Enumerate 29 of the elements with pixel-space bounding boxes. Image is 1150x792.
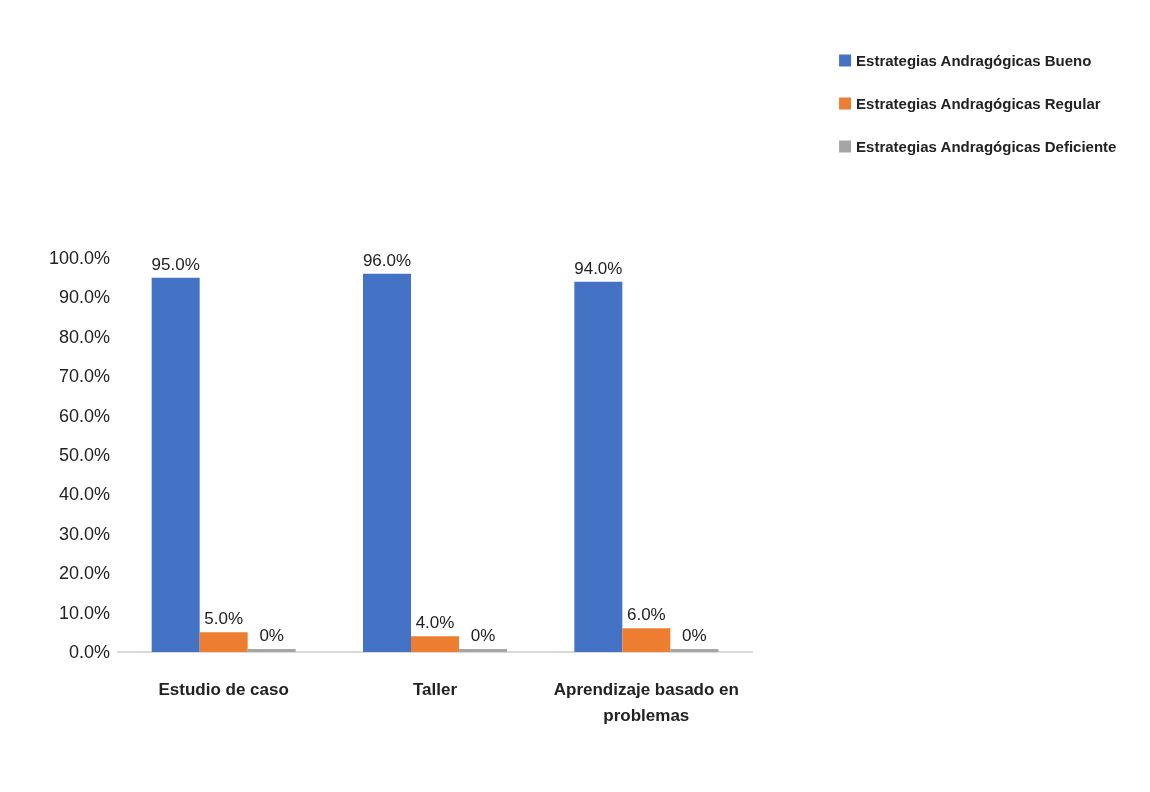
y-tick-label: 30.0% <box>58 523 110 544</box>
x-tick-label: Estudio de caso <box>158 679 289 699</box>
y-tick-label: 80.0% <box>58 326 110 347</box>
y-tick-label: 50.0% <box>58 445 110 465</box>
bar <box>363 273 411 652</box>
data-label: 5.0% <box>204 609 244 629</box>
bar <box>151 277 200 652</box>
legend-label: Estrategias Andragógicas Regular <box>856 95 1101 112</box>
data-label: 96.0% <box>362 250 412 270</box>
data-label: 0% <box>682 626 707 645</box>
y-tick-label: 60.0% <box>58 405 110 426</box>
x-tick-label: Aprendizaje basado en problemas <box>553 679 739 725</box>
data-label: 94.0% <box>574 258 623 278</box>
y-tick-label: 90.0% <box>58 287 110 308</box>
x-tick-label: Taller <box>412 679 458 699</box>
data-label: 0% <box>470 626 496 645</box>
y-tick-label: 20.0% <box>58 563 110 584</box>
data-label: 95.0% <box>151 254 200 274</box>
y-tick-label: 70.0% <box>58 366 110 387</box>
y-tick-label: 0.0% <box>68 642 110 662</box>
y-tick-label: 40.0% <box>58 484 110 505</box>
data-label: 6.0% <box>626 605 666 625</box>
legend-label: Estrategias Andragógicas Bueno <box>856 52 1092 69</box>
data-label: 0% <box>259 626 284 645</box>
data-label: 4.0% <box>415 613 455 633</box>
bar <box>574 281 623 652</box>
y-tick-label: 100.0% <box>48 248 110 268</box>
y-tick-label: 10.0% <box>58 602 110 623</box>
legend-label: Estrategias Andragógicas Deficiente <box>856 138 1117 155</box>
